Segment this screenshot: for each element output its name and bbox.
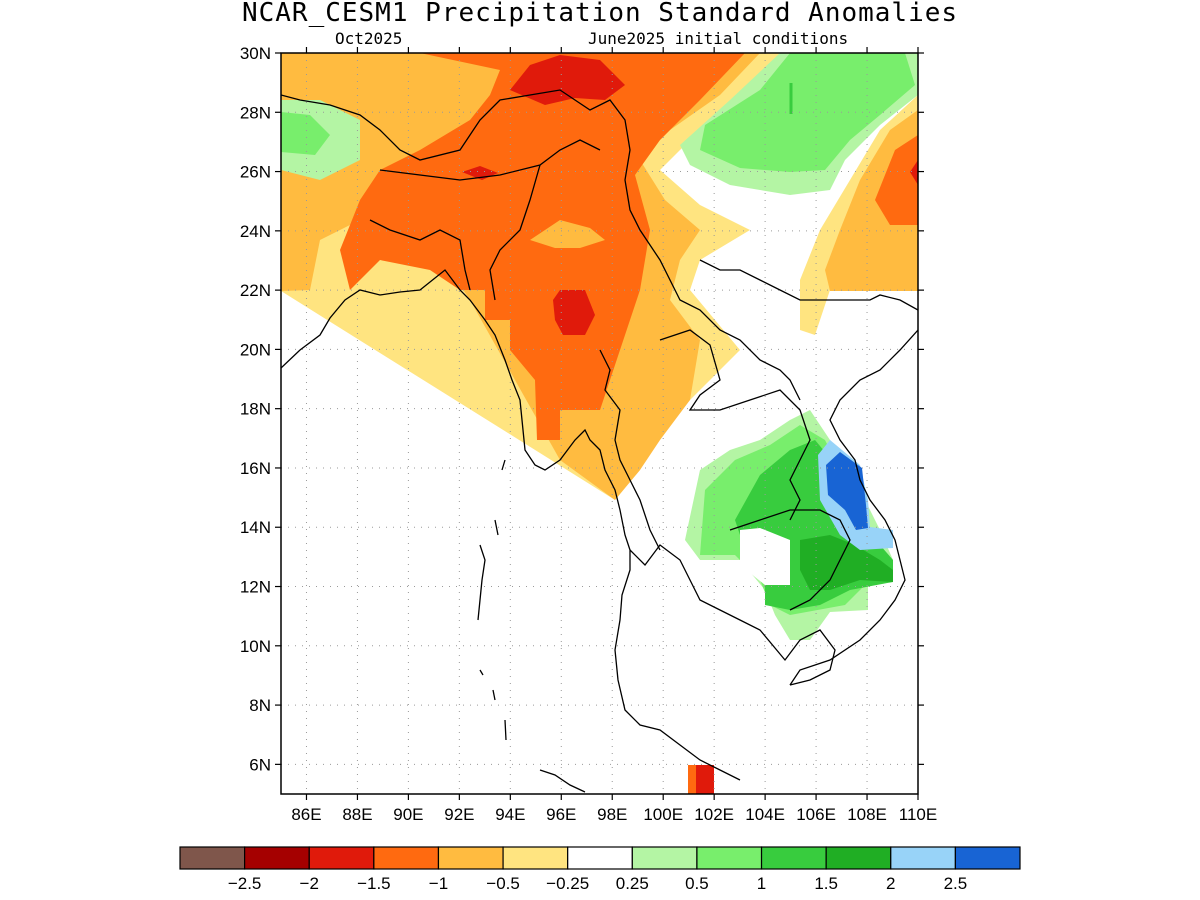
border-tibet xyxy=(379,139,601,181)
colorbar-label: 0.5 xyxy=(685,874,709,893)
lat-tick-label: 26N xyxy=(240,163,271,182)
lat-tick-label: 30N xyxy=(240,44,271,63)
coastline-vietnam-east xyxy=(789,329,918,686)
lon-tick-label: 102E xyxy=(694,805,734,824)
lon-tick-label: 90E xyxy=(393,805,423,824)
colorbar-label: 2 xyxy=(886,874,895,893)
colorbar-label: −2.5 xyxy=(228,874,262,893)
colorbar-swatch xyxy=(179,846,246,870)
colorbar-label: 1 xyxy=(757,874,766,893)
colorbar-label: −0.25 xyxy=(546,874,589,893)
lon-tick-label: 98E xyxy=(597,805,627,824)
colorbar-label: −1 xyxy=(429,874,448,893)
map-frame xyxy=(280,52,919,795)
forecast-month-label: Oct2025 xyxy=(335,29,403,48)
coastline-china-south xyxy=(820,294,918,311)
lon-tick-label: 96E xyxy=(546,805,576,824)
border-myanmar-thailand xyxy=(599,349,661,551)
colorbar-swatch xyxy=(373,846,440,870)
colorbar-label: 2.5 xyxy=(944,874,968,893)
colorbar-swatch xyxy=(825,846,892,870)
lon-tick-label: 110E xyxy=(899,805,937,824)
moderate-negative-area-myanmar xyxy=(530,220,605,248)
coastline-layer xyxy=(281,89,918,793)
border-himalaya xyxy=(281,89,801,401)
chart-title: NCAR_CESM1 Precipitation Standard Anomal… xyxy=(241,0,959,28)
negative-area-south xyxy=(688,765,696,794)
nicobar-islands xyxy=(479,669,507,741)
colorbar-label: 0.25 xyxy=(616,874,649,893)
colorbar-swatch xyxy=(890,846,956,870)
positive-area-west xyxy=(281,112,330,155)
lon-tick-label: 100E xyxy=(643,805,683,824)
lat-tick-label: 28N xyxy=(240,103,271,122)
anomaly-fill-layer xyxy=(281,53,918,794)
strong-positive-area-indochina xyxy=(800,535,893,590)
border-china-myanmar xyxy=(489,164,541,301)
lon-tick-label: 94E xyxy=(495,805,525,824)
colorbar-swatch xyxy=(760,846,827,870)
strong-negative-area-northeast xyxy=(910,160,918,185)
lat-tick-label: 8N xyxy=(249,696,271,715)
border-china-vietnam xyxy=(699,259,820,301)
neutral-area-cambodia xyxy=(740,528,790,585)
colorbar-swatch xyxy=(308,846,375,870)
initial-conditions-label: June2025 initial conditions xyxy=(588,29,849,48)
colorbar-swatch xyxy=(696,846,763,870)
colorbar-swatch xyxy=(244,846,310,870)
lat-tick-label: 20N xyxy=(240,340,271,359)
colorbar: −2.5 −2 −1.5 −1 −0.5 −0.25 0.25 0.5 1 1.5 2 2.5 xyxy=(179,846,1021,893)
border-cambodia xyxy=(729,509,851,611)
lon-tick-label: 88E xyxy=(342,805,372,824)
lat-tick-label: 24N xyxy=(240,222,271,241)
colorbar-label: 1.5 xyxy=(814,874,838,893)
map-axes: 86E 88E 90E 92E 94E 96E 98E 100E 102E 104E 106E 108… xyxy=(240,44,937,824)
lat-tick-label: 10N xyxy=(240,637,271,656)
colorbar-swatch xyxy=(502,846,569,870)
sumatra-tip xyxy=(539,769,586,793)
coastline-thailand-gulf xyxy=(629,544,836,686)
lon-tick-label: 86E xyxy=(291,805,321,824)
lat-tick-label: 14N xyxy=(240,518,271,537)
colorbar-swatch xyxy=(954,846,1021,870)
lat-tick-label: 18N xyxy=(240,400,271,419)
lon-tick-label: 106E xyxy=(796,805,836,824)
positive-area-south-china xyxy=(700,53,915,172)
andaman-islands xyxy=(477,459,506,621)
colorbar-swatch xyxy=(437,846,504,870)
lon-tick-label: 108E xyxy=(847,805,887,824)
colorbar-label: −0.5 xyxy=(486,874,520,893)
strong-negative-area-myanmar xyxy=(553,290,595,335)
strong-negative-area-himalaya xyxy=(510,55,625,105)
lat-tick-label: 22N xyxy=(240,281,271,300)
lat-tick-label: 12N xyxy=(240,578,271,597)
negative-area-core xyxy=(340,53,745,440)
lon-tick-label: 104E xyxy=(745,805,785,824)
coastline-india-east xyxy=(281,269,741,781)
colorbar-swatch xyxy=(567,846,633,870)
colorbar-swatch xyxy=(631,846,698,870)
negative-area-northeast xyxy=(875,135,918,225)
border-laos xyxy=(659,329,811,521)
colorbar-label: −2 xyxy=(300,874,319,893)
lat-tick-label: 16N xyxy=(240,459,271,478)
border-bangladesh xyxy=(369,219,471,291)
lon-tick-label: 92E xyxy=(444,805,474,824)
colorbar-label: −1.5 xyxy=(357,874,391,893)
lat-tick-label: 6N xyxy=(249,755,271,774)
